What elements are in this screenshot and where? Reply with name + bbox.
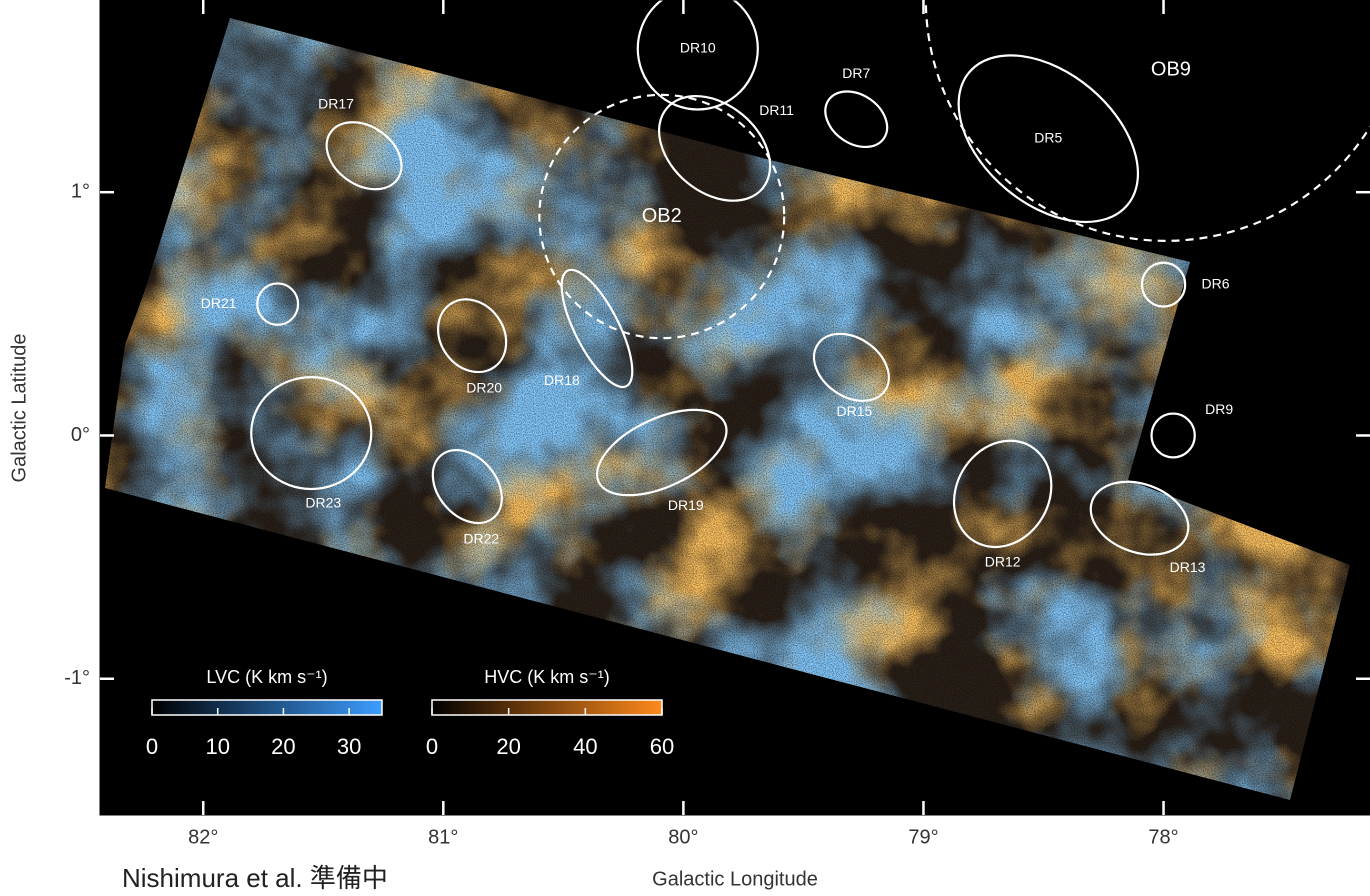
region-label: DR21 bbox=[201, 295, 237, 311]
colorbar-tick-label: 30 bbox=[337, 734, 361, 759]
region-label: DR13 bbox=[1170, 559, 1206, 575]
region-label: OB9 bbox=[1151, 58, 1191, 80]
region-label: DR10 bbox=[680, 39, 716, 55]
region-label: DR23 bbox=[305, 495, 341, 511]
colorbar-tick-label: 20 bbox=[271, 734, 295, 759]
region-label: DR20 bbox=[466, 379, 502, 395]
page: Galactic Longitude Galactic Latitude Nis… bbox=[0, 0, 1370, 896]
x-tick-label: 79° bbox=[908, 826, 938, 848]
region-label: DR11 bbox=[759, 102, 794, 118]
colorbar-tick-label: 0 bbox=[146, 734, 158, 759]
y-tick-label: 1° bbox=[71, 180, 90, 202]
region-label: DR9 bbox=[1205, 401, 1233, 417]
colorbar-tick-label: 10 bbox=[205, 734, 229, 759]
colorbar-tick-label: 40 bbox=[573, 734, 597, 759]
colorbar-tick-label: 60 bbox=[650, 734, 674, 759]
region-label: DR5 bbox=[1034, 129, 1062, 145]
region-label: DR15 bbox=[837, 403, 873, 419]
y-tick-label: -1° bbox=[64, 667, 90, 689]
colorbar-tick-label: 0 bbox=[426, 734, 438, 759]
y-axis-label: Galactic Latitude bbox=[8, 334, 30, 483]
x-tick-label: 80° bbox=[668, 826, 698, 848]
colorbar bbox=[152, 700, 382, 715]
x-tick-label: 81° bbox=[428, 826, 458, 848]
x-tick-label: 82° bbox=[188, 826, 218, 848]
colorbar-label: LVC (K km s⁻¹) bbox=[206, 667, 327, 687]
figure: Galactic Longitude Galactic Latitude Nis… bbox=[0, 0, 1370, 896]
x-tick-label: 78° bbox=[1148, 826, 1178, 848]
x-axis-label: Galactic Longitude bbox=[652, 868, 818, 890]
colorbar-tick-label: 20 bbox=[496, 734, 520, 759]
region-label: DR22 bbox=[463, 530, 499, 546]
region-label: DR6 bbox=[1202, 275, 1230, 291]
region-label: DR12 bbox=[985, 554, 1021, 570]
colorbar bbox=[432, 700, 662, 715]
y-tick-label: 0° bbox=[71, 424, 90, 446]
region-label: DR19 bbox=[668, 497, 704, 513]
region-label: DR17 bbox=[318, 95, 354, 111]
credit-note: Nishimura et al. 準備中 bbox=[122, 863, 388, 893]
region-label: DR18 bbox=[544, 372, 580, 388]
region-label: OB2 bbox=[642, 205, 682, 227]
region-label: DR7 bbox=[842, 65, 870, 81]
colorbar-label: HVC (K km s⁻¹) bbox=[484, 667, 610, 687]
